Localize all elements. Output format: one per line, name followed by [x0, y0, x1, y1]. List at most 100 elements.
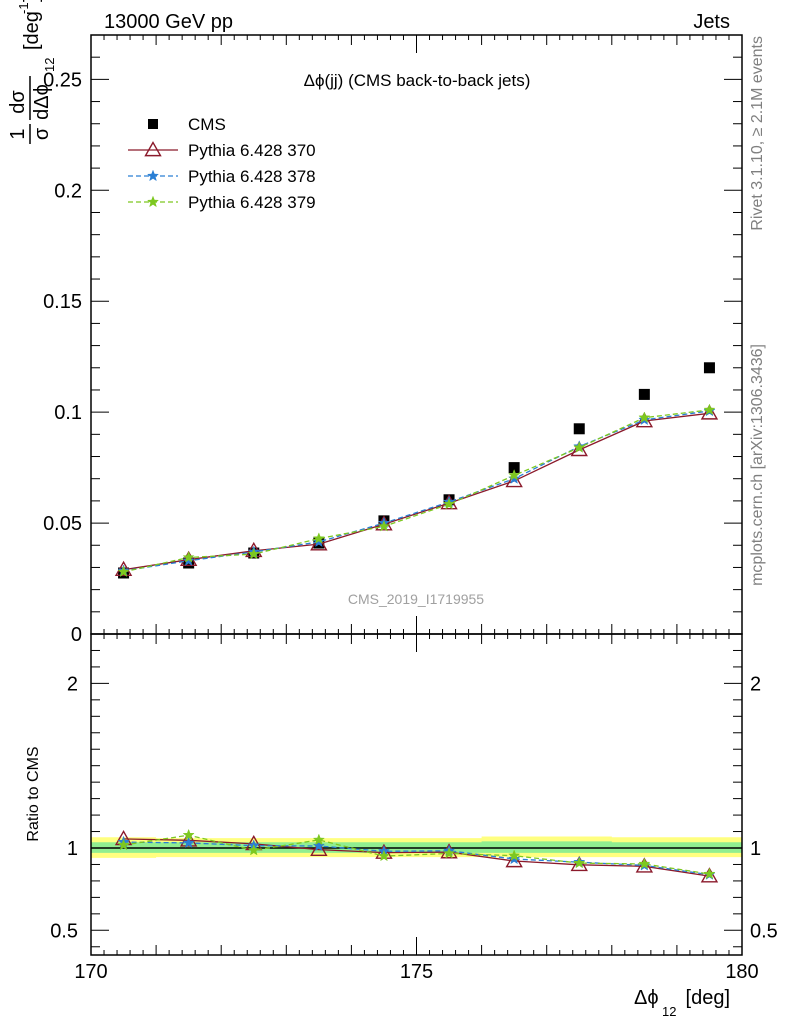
- data-point-pythia-6-428-378: [182, 554, 195, 566]
- main-y-tick-label: 0.25: [43, 69, 82, 91]
- main-y-tick-label: 0.2: [54, 180, 82, 202]
- y-label-ddphi: dΔϕ: [31, 84, 53, 120]
- x-label-main: Δϕ: [634, 987, 659, 1009]
- legend-label-pythia-6-428-370: Pythia 6.428 370: [188, 141, 316, 160]
- y-label-subscript: 12: [42, 58, 57, 72]
- data-point-pythia-6-428-379: [638, 411, 651, 423]
- ratio-y-tick-label-right: 1: [750, 838, 761, 860]
- ratio-point-pythia-6-428-379: [638, 857, 651, 870]
- main-plot-area: [114, 362, 719, 579]
- data-point-pythia-6-428-370: [310, 535, 328, 551]
- main-y-tick-label: 0.1: [54, 402, 82, 424]
- data-point-pythia-6-428-379: [442, 497, 456, 510]
- main-y-tick-label: 0.15: [43, 291, 82, 313]
- ratio-point-pythia-6-428-379: [442, 847, 456, 859]
- mcplots-source-label: mcplots.cern.ch [arXiv:1306.3436]: [749, 344, 766, 586]
- ratio-y-axis-label: Ratio to CMS: [25, 746, 42, 841]
- series-pythia-6-428-370: [114, 404, 719, 576]
- x-label-subscript: 12: [662, 1004, 676, 1019]
- series-line-pythia-6-428-379: [123, 409, 710, 573]
- ratio-frame: [90, 633, 743, 956]
- legend-entry-cms: CMS: [148, 115, 226, 134]
- ratio-y-tick-label-left: 1: [67, 838, 78, 860]
- main-y-axis-label: 1 σ dσ dΔϕ 12 [deg -1 ]: [7, 0, 57, 144]
- ratio-series-pythia-6-428-379: [117, 828, 716, 880]
- data-point-cms: [638, 388, 650, 400]
- ratio-point-pythia-6-428-370: [570, 855, 588, 872]
- header-left: 13000 GeV pp: [104, 11, 233, 33]
- main-y-tick-label: 0: [71, 624, 82, 646]
- legend-label-cms: CMS: [188, 115, 226, 134]
- ratio-point-pythia-6-428-379: [247, 843, 260, 856]
- series-line-pythia-6-428-370: [123, 412, 710, 571]
- x-tick-label: 175: [400, 961, 433, 983]
- legend-label-pythia-6-428-379: Pythia 6.428 379: [188, 193, 316, 212]
- legend-entry-pythia-6-428-370: Pythia 6.428 370: [128, 141, 316, 160]
- y-label-unit-exponent: -1: [16, 2, 31, 14]
- series-cms: [118, 362, 715, 579]
- y-label-sigma: σ: [31, 127, 53, 140]
- y-label-unit: [deg: [21, 11, 43, 50]
- ratio-point-pythia-6-428-379: [117, 838, 130, 851]
- ratio-point-pythia-6-428-379: [182, 828, 195, 841]
- data-point-cms: [573, 423, 585, 435]
- data-point-cms: [703, 362, 715, 374]
- data-point-pythia-6-428-379: [703, 403, 716, 416]
- legend-label-pythia-6-428-378: Pythia 6.428 378: [188, 167, 316, 186]
- data-point-pythia-6-428-379: [117, 565, 130, 578]
- data-point-pythia-6-428-379: [247, 547, 260, 560]
- ratio-y-tick-label-left: 0.5: [50, 920, 78, 942]
- analysis-watermark: CMS_2019_I1719955: [348, 591, 484, 607]
- ratio-point-pythia-6-428-378: [312, 839, 325, 852]
- ratio-point-pythia-6-428-379: [703, 867, 716, 880]
- ratio-y-tick-label-left: 2: [67, 673, 78, 695]
- ratio-y-tick-label-right: 2: [750, 673, 761, 695]
- ratio-point-pythia-6-428-378: [182, 836, 195, 849]
- data-point-pythia-6-428-370: [505, 472, 523, 488]
- legend-marker-pythia-6-428-378: [146, 169, 160, 182]
- ratio-point-pythia-6-428-370: [700, 867, 719, 883]
- x-tick-label: 180: [725, 961, 758, 983]
- y-label-dsigma: dσ: [7, 90, 29, 114]
- legend: CMS Pythia 6.428 370 Pythia 6.428 378 Pythi…: [128, 115, 316, 212]
- legend-marker-pythia-6-428-370: [144, 141, 162, 157]
- data-point-pythia-6-428-370: [635, 412, 654, 428]
- series-pythia-6-428-378: [117, 404, 716, 576]
- data-point-pythia-6-428-370: [570, 440, 588, 457]
- series-line-pythia-6-428-378: [123, 410, 710, 572]
- ratio-line-pythia-6-428-379: [123, 834, 710, 875]
- legend-entry-pythia-6-428-379: Pythia 6.428 379: [128, 193, 316, 212]
- x-tick-label: 170: [74, 961, 107, 983]
- ratio-point-pythia-6-428-370: [505, 852, 523, 868]
- data-point-pythia-6-428-379: [377, 519, 391, 532]
- ratio-y-tick-label-right: 0.5: [750, 920, 778, 942]
- main-y-tick-label: 0.05: [43, 513, 82, 535]
- data-point-pythia-6-428-379: [573, 441, 586, 453]
- ratio-point-pythia-6-428-370: [310, 840, 328, 856]
- legend-marker-cms: [148, 119, 158, 129]
- header-right: Jets: [693, 11, 730, 33]
- ratio-point-pythia-6-428-379: [508, 849, 521, 861]
- data-point-pythia-6-428-370: [375, 515, 393, 531]
- x-label-unit: [deg]: [680, 987, 730, 1009]
- data-point-cms: [508, 462, 520, 474]
- ratio-point-pythia-6-428-378: [508, 852, 521, 865]
- ratio-line-pythia-6-428-378: [123, 841, 710, 876]
- ratio-point-pythia-6-428-379: [573, 856, 586, 869]
- x-axis-label: Δϕ 12 [deg]: [634, 987, 730, 1019]
- y-label-unit-close: ]: [21, 0, 43, 2]
- series-pythia-6-428-379: [117, 403, 716, 578]
- data-point-pythia-6-428-370: [700, 404, 719, 420]
- ratio-plot-area: [91, 828, 742, 883]
- ratio-point-pythia-6-428-379: [377, 849, 391, 862]
- legend-marker-pythia-6-428-379: [146, 195, 160, 208]
- ratio-point-pythia-6-428-379: [312, 833, 325, 846]
- rivet-version-label: Rivet 3.1.10, ≥ 2.1M events: [749, 36, 766, 231]
- data-point-pythia-6-428-379: [182, 551, 195, 563]
- data-point-pythia-6-428-379: [312, 532, 325, 544]
- y-label-one: 1: [7, 128, 29, 139]
- data-point-pythia-6-428-379: [508, 468, 521, 481]
- chart-title: Δϕ(jj) (CMS back-to-back jets): [304, 71, 531, 90]
